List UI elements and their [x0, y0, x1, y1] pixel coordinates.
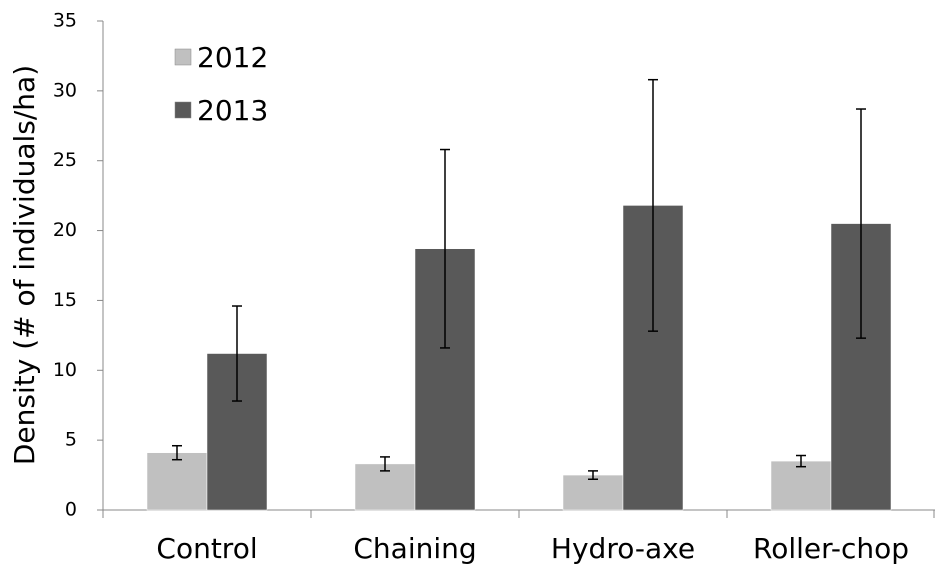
- y-tick-label: 35: [53, 10, 77, 32]
- error-bar: [856, 108, 866, 339]
- bar: [770, 460, 832, 511]
- x-tick-label: Hydro-axe: [551, 532, 695, 565]
- y-axis-label: Density (# of individuals/ha): [8, 65, 41, 465]
- bar: [146, 452, 208, 511]
- y-tick-label: 20: [53, 219, 77, 241]
- bar: [562, 474, 624, 511]
- legend-label: 2013: [197, 94, 268, 127]
- error-bar: [648, 78, 658, 332]
- legend-label: 2012: [197, 41, 268, 74]
- error-bar: [232, 305, 242, 402]
- error-bar: [796, 454, 806, 468]
- x-tick-label: Roller-chop: [753, 532, 909, 565]
- y-tick-label: 15: [53, 289, 77, 311]
- legend-swatch: [174, 101, 192, 119]
- y-tick-label: 5: [65, 429, 77, 451]
- y-tick-label: 25: [53, 149, 77, 171]
- y-tick-label: 30: [53, 79, 77, 101]
- error-bar: [440, 148, 450, 349]
- x-tick-label: Chaining: [353, 532, 476, 565]
- legend-swatch: [174, 48, 192, 66]
- y-tick-label: 10: [53, 359, 77, 381]
- error-bar: [588, 470, 598, 481]
- x-tick-label: Control: [156, 532, 257, 565]
- error-bar: [380, 456, 390, 472]
- y-tick-label: 0: [65, 499, 77, 521]
- error-bar: [172, 444, 182, 461]
